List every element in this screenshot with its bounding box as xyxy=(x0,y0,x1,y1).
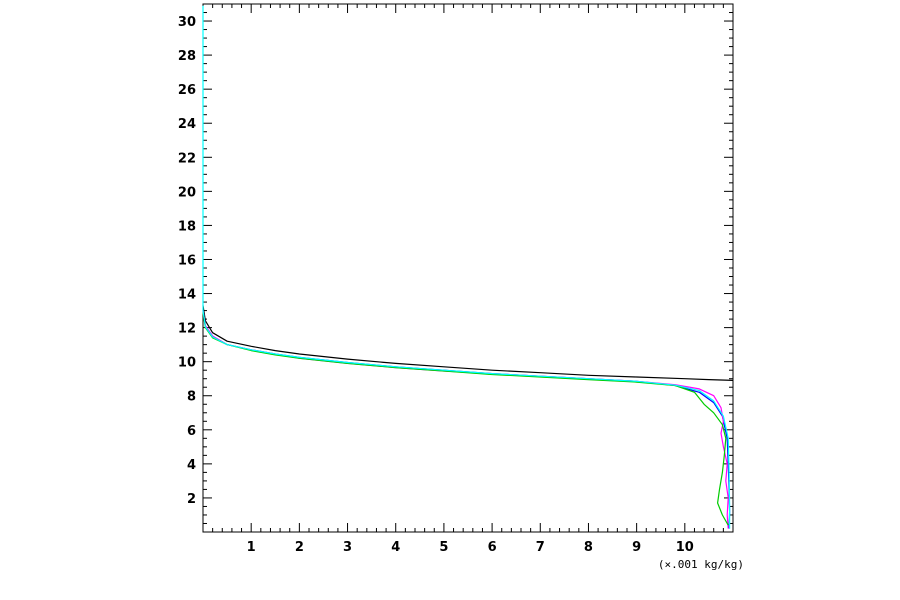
x-tick-label: 10 xyxy=(676,540,694,555)
y-tick-label: 30 xyxy=(178,15,196,30)
y-tick-label: 4 xyxy=(187,458,196,473)
series-line-5 xyxy=(202,5,731,529)
x-tick-label: 7 xyxy=(536,540,545,555)
plot-frame xyxy=(202,3,734,533)
y-tick-label: 22 xyxy=(178,151,196,166)
x-tick-labels: 1 2 3 4 5 6 7 8 9 10 xyxy=(247,540,694,555)
x-tick-label: 1 xyxy=(247,540,256,555)
y-tick-label: 16 xyxy=(178,253,196,268)
x-tick-label: 2 xyxy=(295,540,304,555)
x-tick-label: 4 xyxy=(391,540,400,555)
y-tick-label: 18 xyxy=(178,219,196,234)
x-tick-label: 8 xyxy=(584,540,593,555)
y-tick-label: 24 xyxy=(178,117,196,132)
x-tick-label: 5 xyxy=(439,540,448,555)
y-tick-label: 20 xyxy=(178,185,196,200)
y-tick-label: 6 xyxy=(187,424,196,439)
y-tick-label: 12 xyxy=(178,322,196,337)
y-tick-label: 26 xyxy=(178,83,196,98)
y-tick-label: 28 xyxy=(178,49,196,64)
axis-ticks xyxy=(202,3,734,533)
series-line-2 xyxy=(202,310,731,529)
series-line-1 xyxy=(202,305,734,381)
series-lines xyxy=(202,5,734,529)
y-tick-label: 14 xyxy=(178,288,196,303)
y-tick-label: 8 xyxy=(187,390,196,405)
series-line-3 xyxy=(202,310,729,529)
y-tick-label: 10 xyxy=(178,356,196,371)
x-tick-label: 9 xyxy=(632,540,641,555)
x-axis-unit-label: (×.001 kg/kg) xyxy=(658,558,744,571)
x-tick-label: 3 xyxy=(343,540,352,555)
x-tick-label: 6 xyxy=(488,540,497,555)
y-tick-label: 2 xyxy=(187,492,196,507)
series-line-4 xyxy=(202,312,729,526)
